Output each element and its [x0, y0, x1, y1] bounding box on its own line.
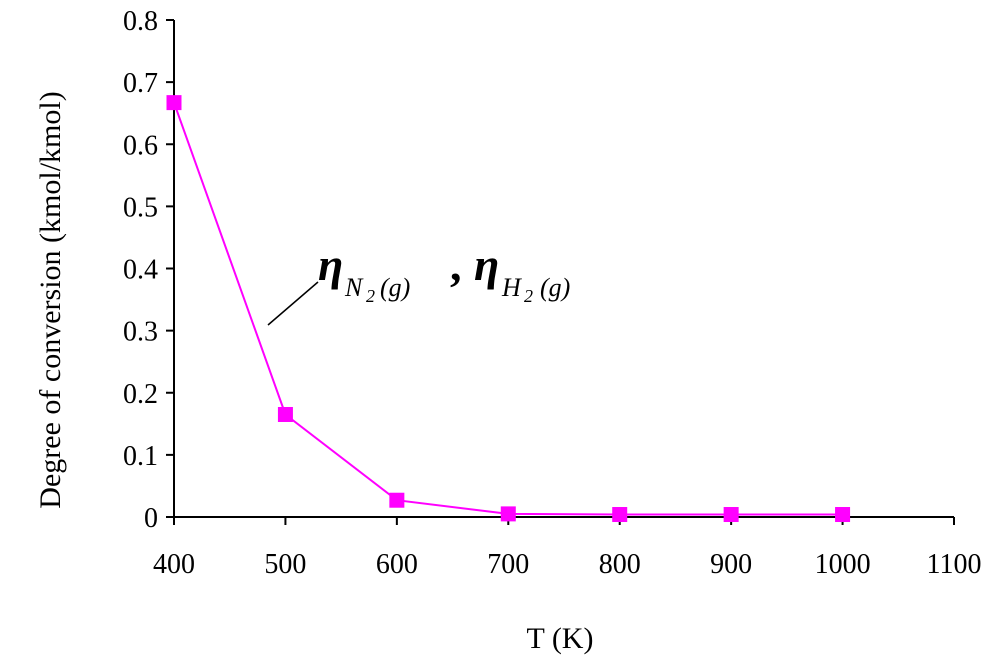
x-tick-label: 1100 — [927, 549, 982, 580]
series-layer — [166, 95, 851, 523]
annotation-symbol-1: η — [318, 239, 343, 290]
x-axis-title: T (K) — [527, 622, 594, 655]
annotation-separator: , — [450, 239, 462, 290]
x-tick-label: 800 — [599, 549, 641, 580]
y-tick-label: 0.3 — [123, 317, 158, 348]
annotation-paren-2: (g) — [540, 273, 570, 302]
x-tick-label: 900 — [710, 549, 752, 580]
y-tick-label: 0.6 — [123, 130, 158, 161]
y-tick-label: 0.7 — [123, 68, 158, 99]
x-tick-label: 500 — [264, 549, 306, 580]
data-point-marker — [500, 506, 516, 522]
axes — [173, 20, 954, 518]
annotation-sub2-1: 2 — [366, 286, 375, 306]
annotation-subscript-2: H — [501, 273, 522, 302]
data-point-marker — [277, 406, 293, 422]
series-annotation: η N 2 (g) , η H 2 (g) — [318, 239, 570, 306]
y-tick-label: 0.1 — [123, 441, 158, 472]
series-line — [173, 102, 843, 516]
y-tick-label: 0.2 — [123, 379, 158, 410]
y-tick-label: 0.8 — [123, 6, 158, 37]
x-tick-label: 400 — [153, 549, 195, 580]
data-point-marker — [166, 95, 182, 111]
x-tick-label: 1000 — [815, 549, 871, 580]
y-tick-label: 0 — [144, 503, 158, 534]
annotation-paren-1: (g) — [380, 273, 410, 302]
data-point-marker — [389, 492, 405, 508]
y-axis-title: Degree of conversion (kmol/kmol) — [34, 91, 67, 508]
y-tick-label: 0.4 — [123, 255, 158, 286]
data-point-marker — [723, 507, 739, 523]
x-tick-label: 600 — [376, 549, 418, 580]
data-point-marker — [612, 507, 628, 523]
annotation-symbol-2: η — [474, 239, 499, 290]
data-point-marker — [835, 507, 851, 523]
y-tick-label: 0.5 — [123, 192, 158, 223]
annotation-subscript-1: N — [344, 273, 364, 302]
ticks: 0 0.1 0.2 0.3 0.4 0.5 0.6 0.7 0.8 400 500 600 700 800… — [123, 6, 981, 580]
annotation-leader-line — [267, 281, 319, 326]
x-tick-label: 700 — [487, 549, 529, 580]
annotation-sub2-2: 2 — [524, 286, 533, 306]
